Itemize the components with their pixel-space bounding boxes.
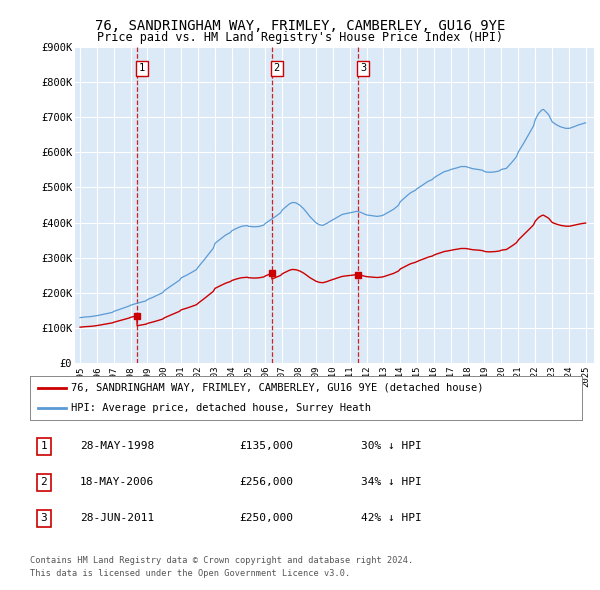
Text: HPI: Average price, detached house, Surrey Heath: HPI: Average price, detached house, Surr… (71, 403, 371, 413)
Text: £135,000: £135,000 (240, 441, 294, 451)
Text: £250,000: £250,000 (240, 513, 294, 523)
Text: 28-JUN-2011: 28-JUN-2011 (80, 513, 154, 523)
Text: 28-MAY-1998: 28-MAY-1998 (80, 441, 154, 451)
Text: 34% ↓ HPI: 34% ↓ HPI (361, 477, 422, 487)
Text: Price paid vs. HM Land Registry's House Price Index (HPI): Price paid vs. HM Land Registry's House … (97, 31, 503, 44)
Text: 2: 2 (40, 477, 47, 487)
Text: 3: 3 (40, 513, 47, 523)
Text: £256,000: £256,000 (240, 477, 294, 487)
Text: 76, SANDRINGHAM WAY, FRIMLEY, CAMBERLEY, GU16 9YE: 76, SANDRINGHAM WAY, FRIMLEY, CAMBERLEY,… (95, 19, 505, 33)
Text: 30% ↓ HPI: 30% ↓ HPI (361, 441, 422, 451)
Text: 2: 2 (274, 63, 280, 73)
Text: 1: 1 (139, 63, 145, 73)
Text: 1: 1 (40, 441, 47, 451)
Text: 3: 3 (360, 63, 366, 73)
Text: 42% ↓ HPI: 42% ↓ HPI (361, 513, 422, 523)
Text: This data is licensed under the Open Government Licence v3.0.: This data is licensed under the Open Gov… (30, 569, 350, 578)
Text: Contains HM Land Registry data © Crown copyright and database right 2024.: Contains HM Land Registry data © Crown c… (30, 556, 413, 565)
Text: 76, SANDRINGHAM WAY, FRIMLEY, CAMBERLEY, GU16 9YE (detached house): 76, SANDRINGHAM WAY, FRIMLEY, CAMBERLEY,… (71, 383, 484, 393)
Text: 18-MAY-2006: 18-MAY-2006 (80, 477, 154, 487)
